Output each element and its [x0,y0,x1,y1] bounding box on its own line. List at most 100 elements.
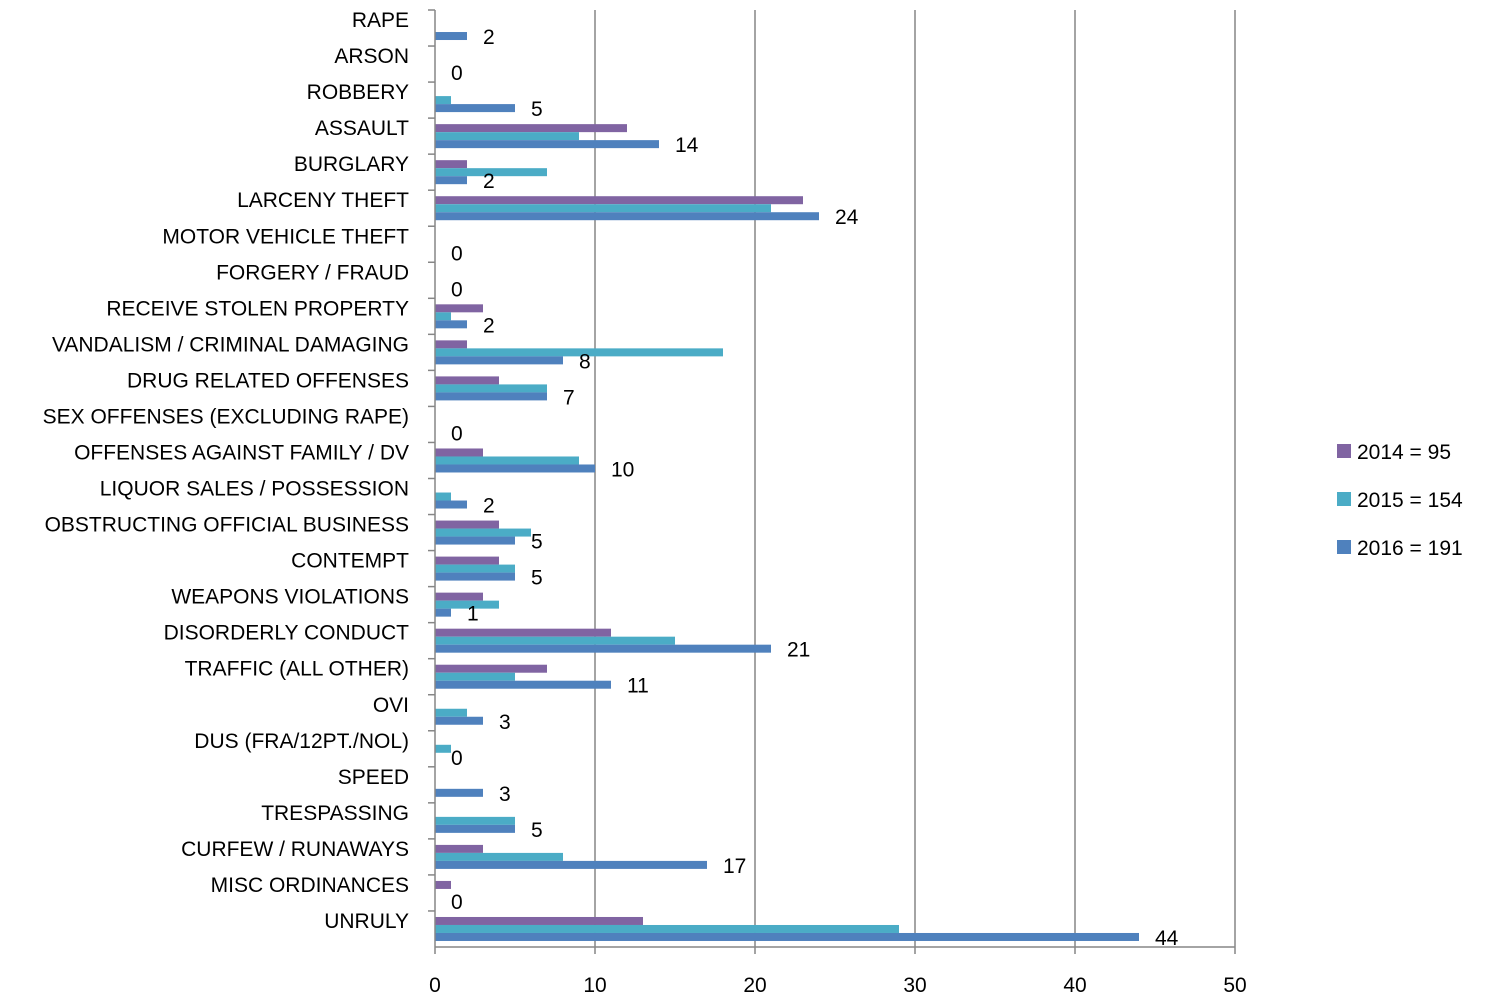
bar-2015 [435,924,899,933]
bar-2016 [435,356,563,365]
bar-2014 [435,340,467,349]
bar-2015 [435,384,547,393]
data-label: 0 [451,62,463,85]
legend-swatch [1337,540,1351,554]
category-label: SPEED [338,766,409,789]
bar-2016 [435,140,659,149]
bar-2016 [435,716,483,725]
bar-2015 [435,204,771,213]
bar-2016 [435,320,467,329]
category-label: CONTEMPT [291,550,409,573]
bar-2014 [435,664,547,673]
data-label: 24 [835,206,859,229]
data-label: 5 [531,819,543,842]
category-label: FORGERY / FRAUD [216,261,409,284]
bar-2016 [435,32,467,41]
bar-2015 [435,456,579,465]
bar-2015 [435,96,451,105]
data-label: 0 [451,422,463,445]
data-label: 2 [483,495,495,518]
bar-2015 [435,168,547,177]
category-label: ARSON [334,45,409,68]
bar-2016 [435,644,771,653]
data-label: 0 [451,278,463,301]
data-label: 2 [483,170,495,193]
data-label: 2 [483,26,495,49]
data-label: 0 [451,891,463,914]
category-label: VANDALISM / CRIMINAL DAMAGING [52,333,409,356]
bar-2016 [435,932,1139,941]
bar-2014 [435,160,467,169]
category-label: WEAPONS VIOLATIONS [171,586,409,609]
axes [428,9,1236,954]
bar-2015 [435,708,467,717]
data-label: 11 [627,675,649,698]
bar-2016 [435,572,515,581]
category-label: BURGLARY [294,153,409,176]
category-label: DISORDERLY CONDUCT [164,622,410,645]
x-tick-label: 10 [583,974,606,997]
data-label: 10 [611,458,634,481]
legend-label: 2014 = 95 [1357,441,1451,464]
gridlines [594,10,1236,947]
legend: 2014 = 95 2015 = 154 2016 = 191 [1337,441,1463,560]
data-label: 5 [531,567,543,590]
data-label: 5 [531,98,543,121]
legend-swatch [1337,492,1351,506]
x-tick-label: 30 [903,974,926,997]
bar-2016 [435,212,819,221]
data-label: 17 [723,855,746,878]
category-label: OVI [373,694,409,717]
bar-2016 [435,176,467,185]
bar-2015 [435,312,451,321]
category-label: LIQUOR SALES / POSSESSION [100,478,409,501]
bars [435,32,1139,941]
bar-2016 [435,500,467,509]
bar-2016 [435,104,515,113]
bar-2015 [435,564,515,573]
bar-2016 [435,824,515,833]
data-label: 1 [467,603,479,626]
bar-2015 [435,348,723,357]
bar-2015 [435,492,451,501]
bar-2016 [435,680,611,689]
data-label: 0 [451,242,463,265]
category-label: MOTOR VEHICLE THEFT [162,225,409,248]
bar-2014 [435,448,483,457]
data-label: 0 [451,747,463,770]
category-label: ASSAULT [315,117,409,140]
bar-2016 [435,860,707,869]
legend-label: 2015 = 154 [1357,489,1463,512]
data-label: 8 [579,350,591,373]
category-label: OBSTRUCTING OFFICIAL BUSINESS [45,514,409,537]
bar-2015 [435,816,515,825]
category-label: LARCENY THEFT [237,189,409,212]
bar-2014 [435,556,499,565]
bar-2014 [435,592,483,601]
x-tick-label: 40 [1063,974,1086,997]
data-label: 3 [499,711,511,734]
legend-label: 2016 = 191 [1357,537,1463,560]
bar-2016 [435,608,451,617]
category-label: TRAFFIC (ALL OTHER) [185,658,409,681]
data-label: 7 [563,386,575,409]
data-label: 3 [499,783,511,806]
category-label: CURFEW / RUNAWAYS [181,838,409,861]
bar-2014 [435,628,611,637]
category-label: UNRULY [324,910,409,933]
bar-2014 [435,196,803,205]
data-label: 44 [1155,927,1179,950]
bar-2015 [435,744,451,753]
x-tick-label: 20 [743,974,766,997]
category-label: DRUG RELATED OFFENSES [127,369,409,392]
category-label: ROBBERY [307,81,409,104]
bar-2014 [435,844,483,853]
bar-2016 [435,392,547,401]
bar-2014 [435,916,643,925]
category-label: DUS (FRA/12PT./NOL) [194,730,409,753]
bar-2016 [435,464,595,473]
bar-2015 [435,528,531,537]
category-label: SEX OFFENSES (EXCLUDING RAPE) [43,405,409,428]
bar-2015 [435,636,675,645]
